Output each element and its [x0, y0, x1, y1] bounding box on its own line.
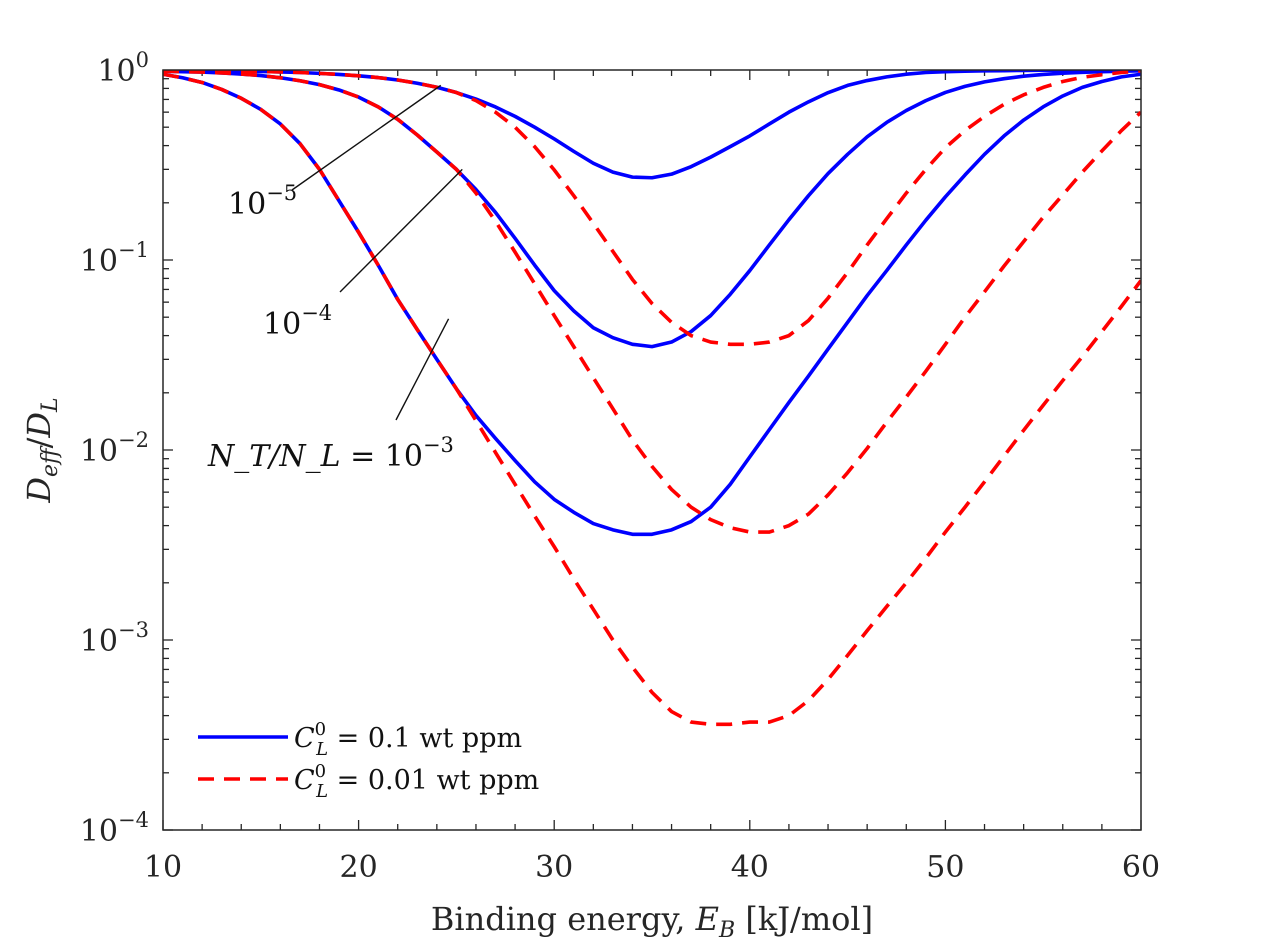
legend-sub: L	[315, 739, 328, 760]
y-axis-title-num: D	[20, 477, 58, 504]
y-axis-title-num-sub: eff	[38, 445, 63, 477]
series-layer	[163, 70, 1141, 727]
y-tick-label-exponent: 0	[136, 48, 149, 72]
legend-text: = 0.01 wt ppm	[328, 765, 539, 796]
series-line-solid	[163, 72, 1141, 537]
legend-sub: L	[315, 781, 328, 802]
annotation-leader-line	[339, 168, 463, 293]
y-tick-label-exponent: −2	[118, 428, 149, 452]
y-tick-label: 10−1	[80, 238, 149, 279]
legend-var: C	[294, 723, 315, 754]
y-tick-label-base: 10	[80, 624, 118, 659]
tick-marks	[162, 70, 1142, 831]
annotation-base: 10	[385, 439, 423, 474]
annotation-label: N_T/N_L = 10−3	[207, 433, 454, 474]
legend-label: C0 L = 0.1 wt ppm	[294, 719, 522, 760]
x-tick-label: 40	[731, 850, 769, 885]
legend-sup: 0	[315, 761, 326, 782]
y-axis-title: Deff/DL	[20, 397, 63, 503]
x-tick-label: 50	[926, 850, 964, 885]
y-tick-label-exponent: −1	[118, 238, 149, 262]
annotation-leader-line	[395, 318, 450, 421]
series-line-dashed	[163, 70, 1141, 347]
annotation-prefix: N_T/N_L =	[207, 439, 385, 474]
y-tick-label-base: 10	[80, 244, 118, 279]
y-axis-title-slash: /	[20, 437, 58, 448]
annotation-exponent: −4	[301, 301, 332, 325]
annotation-leader-line	[291, 84, 442, 191]
y-tick-label: 10−2	[80, 428, 149, 469]
y-tick-label: 10−4	[80, 808, 149, 849]
series-line-dashed	[163, 72, 1141, 727]
x-axis-title-unit: [kJ/mol]	[735, 900, 873, 938]
x-tick-label: 60	[1122, 850, 1160, 885]
x-axis-title-sub: B	[718, 918, 735, 943]
y-tick-label-exponent: −4	[118, 808, 149, 832]
legend-label: C0 L = 0.01 wt ppm	[294, 761, 539, 802]
annotation-exponent: −3	[423, 433, 454, 457]
annotation-label: 10−5	[228, 181, 297, 222]
annotations: 10−510−4N_T/N_L = 10−3	[207, 84, 463, 474]
y-tick-label: 100	[97, 48, 149, 89]
y-axis-title-den-sub: L	[38, 397, 63, 413]
legend-sup: 0	[315, 719, 326, 740]
y-axis-title-den: D	[20, 412, 58, 439]
y-tick-label: 10−3	[80, 618, 149, 659]
x-tick-labels: 10 20 30 40 50 60	[144, 850, 1160, 885]
legend-text: = 0.1 wt ppm	[328, 723, 522, 754]
y-tick-label-base: 10	[80, 814, 118, 849]
x-tick-label: 10	[144, 850, 182, 885]
plot-frame	[162, 69, 1142, 831]
x-axis-title-prefix: Binding energy,	[431, 900, 696, 938]
annotation-label: 10−4	[263, 301, 332, 342]
legend-var: C	[294, 765, 315, 796]
y-tick-label-base: 10	[80, 434, 118, 469]
x-axis-title: Binding energy, EB [kJ/mol]	[431, 900, 873, 943]
x-axis-title-var: E	[695, 900, 719, 938]
x-tick-label: 30	[535, 850, 573, 885]
x-tick-label: 20	[340, 850, 378, 885]
annotation-exponent: −5	[266, 181, 297, 205]
annotation-base: 10	[263, 307, 301, 342]
y-tick-label-exponent: −3	[118, 618, 149, 642]
annotation-base: 10	[228, 187, 266, 222]
y-tick-label-base: 10	[97, 54, 135, 89]
series-line-dashed	[163, 70, 1141, 534]
